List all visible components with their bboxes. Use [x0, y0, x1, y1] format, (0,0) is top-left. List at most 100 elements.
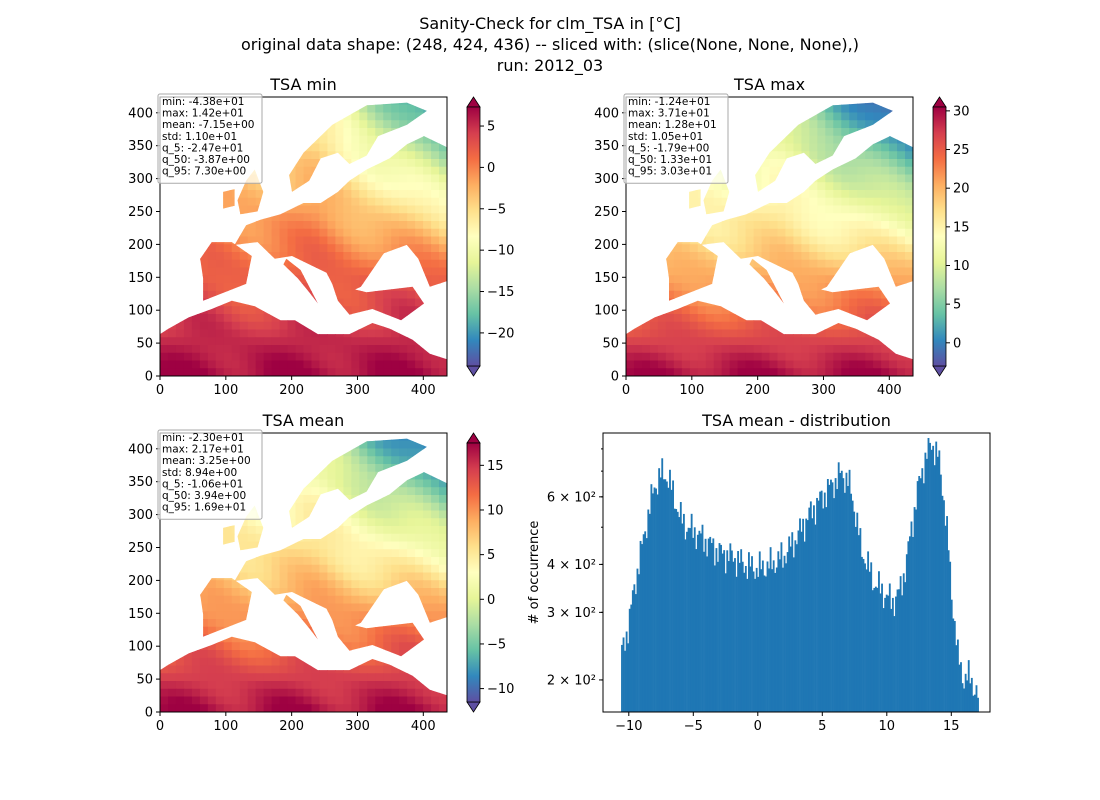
heat-cell: [287, 259, 297, 269]
heat-cell: [415, 704, 424, 712]
heat-cell: [367, 321, 376, 331]
heat-cell: [223, 345, 233, 354]
heat-cell: [423, 182, 432, 191]
heat-cell: [191, 352, 201, 362]
heat-cell: [367, 259, 376, 269]
heat-cell: [873, 283, 882, 292]
heat-cell: [439, 236, 447, 245]
heat-cell: [279, 626, 289, 636]
heat-cell: [343, 440, 352, 450]
heat-cell: [351, 352, 360, 362]
heat-cell: [367, 487, 376, 496]
heat-cell: [335, 104, 344, 114]
heat-cell: [359, 642, 368, 651]
heat-cell: [626, 321, 635, 331]
heat-cell: [801, 337, 810, 346]
heat-cell: [785, 267, 795, 276]
heat-cell: [295, 619, 305, 628]
heat-cell: [175, 352, 185, 362]
heat-cell: [745, 205, 755, 214]
heat-cell: [215, 190, 225, 199]
heat-cell: [833, 314, 842, 323]
heat-cell: [841, 120, 850, 129]
heat-cell: [279, 688, 289, 698]
heat-cell: [311, 510, 321, 519]
heat-cell: [183, 549, 193, 558]
heat-cell: [183, 704, 193, 712]
heat-cell: [857, 159, 866, 168]
heat-cell: [873, 337, 882, 346]
histogram-bar: [732, 561, 735, 712]
heat-cell: [649, 244, 659, 253]
heat-cell: [889, 143, 898, 152]
heat-cell: [665, 259, 675, 269]
heat-cell: [391, 151, 400, 160]
heat-cell: [697, 228, 707, 238]
heat-cell: [343, 688, 352, 698]
heat-cell: [311, 549, 321, 558]
heat-cell: [335, 681, 344, 690]
heat-cell: [721, 345, 731, 354]
heat-cell: [881, 221, 890, 230]
heat-cell: [761, 190, 771, 199]
heat-cell: [423, 533, 432, 543]
heat-cell: [745, 345, 755, 354]
heat-cell: [303, 252, 313, 261]
heat-cell: [247, 252, 257, 261]
heat-cell: [383, 603, 392, 612]
heat-cell: [431, 673, 440, 682]
heat-cell: [833, 345, 842, 354]
heat-cell: [897, 267, 906, 276]
heat-cell: [905, 259, 913, 269]
heat-cell: [335, 252, 344, 261]
histogram-bar: [896, 589, 899, 712]
heat-cell: [271, 275, 281, 284]
heat-cell: [375, 221, 384, 230]
heat-cell: [351, 213, 360, 222]
histogram-bar: [814, 524, 817, 712]
heat-cell: [407, 650, 416, 659]
heat-cell: [713, 352, 723, 362]
heat-cell: [175, 228, 185, 238]
heat-cell: [841, 345, 850, 354]
heat-cell: [665, 275, 675, 284]
heat-cell: [343, 143, 352, 152]
heat-cell: [359, 135, 368, 145]
heat-cell: [423, 329, 432, 338]
heat-cell: [415, 479, 424, 488]
heat-cell: [391, 665, 400, 674]
heat-cell: [391, 182, 400, 191]
heat-cell: [753, 275, 763, 284]
heat-cell: [263, 174, 273, 183]
heat-cell: [833, 337, 842, 346]
heat-cell: [279, 704, 289, 712]
heat-cell: [777, 120, 787, 129]
heat-cell: [311, 440, 321, 450]
heat-cell: [239, 688, 249, 698]
heat-cell: [761, 213, 771, 222]
heat-cell: [287, 595, 297, 605]
heat-cell: [665, 337, 675, 346]
heat-cell: [255, 704, 265, 712]
heat-cell: [761, 368, 771, 376]
heat-cell: [407, 275, 416, 284]
heat-cell: [160, 657, 169, 667]
heat-cell: [431, 634, 440, 643]
heat-cell: [689, 298, 699, 307]
heat-cell: [303, 688, 313, 698]
heat-cell: [681, 337, 691, 346]
heat-cell: [295, 337, 305, 346]
heat-cell: [889, 120, 898, 129]
heat-cell: [160, 595, 169, 605]
histogram-bar: [738, 562, 741, 712]
heat-cell: [167, 314, 177, 323]
heat-cell: [849, 244, 858, 253]
heat-cell: [271, 197, 281, 207]
heat-cell: [697, 236, 707, 245]
heat-cell: [231, 626, 241, 636]
heat-cell: [335, 580, 344, 589]
heat-cell: [415, 603, 424, 612]
heat-cell: [801, 275, 810, 284]
heat-cell: [777, 306, 787, 315]
heat-cell: [311, 642, 321, 651]
